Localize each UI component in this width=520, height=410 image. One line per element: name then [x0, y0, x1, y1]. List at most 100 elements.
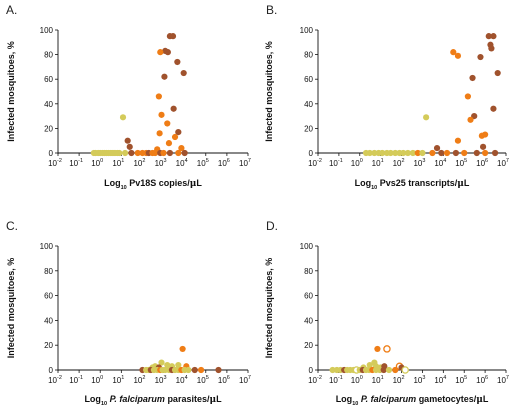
y-axis-title: Infected mosquitoes, %	[6, 258, 16, 359]
x-tick-label: 10-2	[48, 375, 62, 385]
x-tick-label: 103	[413, 375, 425, 385]
x-tick-label: 104	[176, 375, 188, 385]
x-tick-label: 107	[497, 158, 509, 168]
y-axis-title: Infected mosquitoes, %	[264, 258, 274, 359]
data-point	[423, 114, 430, 121]
x-tick-label: 10-2	[308, 158, 322, 168]
data-point	[366, 361, 373, 369]
data-point	[454, 137, 462, 144]
x-tick-label: 100	[91, 158, 103, 168]
data-point	[454, 52, 462, 59]
data-point	[164, 49, 171, 56]
data-point	[490, 105, 497, 112]
x-tick-label: 101	[372, 375, 384, 385]
x-tick-label: 101	[372, 158, 384, 168]
x-tick-label: 102	[393, 158, 405, 168]
x-tick-label: 103	[155, 158, 167, 168]
data-point	[477, 53, 484, 61]
data-point	[461, 149, 468, 157]
data-point	[329, 366, 336, 374]
y-tick-label: 0	[309, 366, 314, 375]
data-point	[387, 149, 394, 157]
x-tick-label: 105	[197, 375, 209, 385]
data-point	[215, 366, 222, 374]
y-tick-label: 60	[44, 292, 53, 301]
y-tick-label: 60	[304, 75, 313, 84]
data-point	[482, 149, 489, 157]
data-point	[158, 359, 165, 366]
x-tick-label: 100	[351, 375, 363, 385]
x-tick-label: 103	[413, 158, 425, 168]
y-tick-label: 80	[44, 267, 53, 276]
y-tick-label: 20	[304, 124, 313, 133]
data-point	[392, 366, 399, 374]
y-tick-label: 0	[49, 366, 54, 375]
x-tick-label: 100	[91, 375, 103, 385]
data-point	[429, 149, 436, 157]
data-point	[174, 58, 181, 66]
panel-letter: D.	[266, 219, 278, 233]
y-tick-label: 40	[304, 316, 313, 325]
y-tick-label: 100	[300, 242, 314, 251]
y-tick-label: 0	[49, 149, 54, 158]
data-point	[164, 120, 171, 127]
x-tick-label: 104	[434, 158, 446, 168]
data-point	[473, 149, 480, 157]
x-tick-label: 105	[455, 375, 467, 385]
x-tick-label: 10-1	[69, 375, 83, 385]
x-tick-label: 10-1	[329, 158, 343, 168]
data-point	[401, 366, 409, 374]
data-point	[385, 366, 393, 374]
x-tick-label: 103	[155, 375, 167, 385]
y-tick-label: 100	[300, 26, 314, 35]
data-point	[433, 144, 441, 152]
x-tick-label: 104	[176, 158, 188, 168]
data-point	[414, 149, 421, 157]
data-point	[379, 149, 386, 157]
data-point	[164, 361, 171, 369]
x-tick-label: 10-1	[69, 158, 83, 168]
x-tick-label: 10-2	[308, 375, 322, 385]
y-axis-title: Infected mosquitoes, %	[264, 41, 274, 142]
y-tick-label: 60	[44, 75, 53, 84]
data-point	[158, 111, 165, 118]
data-point	[175, 128, 182, 136]
data-point	[469, 74, 476, 82]
panel-b: B. 0 20 40 60 80 100 10-2 10-1 100 101 102 103 104 105…	[264, 3, 509, 191]
data-point	[450, 49, 457, 56]
data-point	[116, 149, 123, 157]
data-point	[121, 149, 129, 157]
data-point	[185, 366, 192, 374]
data-point	[479, 143, 487, 150]
data-point	[191, 366, 198, 374]
data-point	[485, 33, 492, 40]
x-axis-title: Log10 Pvs25 transcripts/μL	[355, 178, 470, 191]
x-tick-label: 10-2	[48, 158, 62, 168]
x-tick-label: 106	[218, 375, 230, 385]
data-point	[419, 149, 426, 157]
data-point	[124, 137, 131, 144]
data-point	[392, 149, 399, 157]
data-point	[478, 132, 485, 139]
x-tick-label: 107	[497, 375, 509, 385]
x-tick-label: 106	[476, 375, 488, 385]
data-point	[134, 149, 141, 157]
x-tick-label: 106	[218, 158, 230, 168]
data-point	[128, 149, 135, 157]
x-tick-label: 105	[197, 158, 209, 168]
y-tick-label: 80	[44, 51, 53, 60]
y-tick-label: 80	[304, 267, 313, 276]
y-tick-label: 40	[304, 100, 313, 109]
data-point	[178, 144, 185, 152]
data-point	[197, 366, 205, 374]
data-point	[171, 133, 179, 141]
y-tick-label: 100	[40, 26, 54, 35]
panel-c: C. 0 20 40 60 80 100 10-2 10-1 100 101 102 103 104 105…	[6, 219, 251, 407]
data-point	[166, 149, 174, 157]
panel-letter: A.	[6, 3, 17, 17]
x-tick-label: 101	[112, 375, 124, 385]
data-point	[180, 69, 187, 77]
y-tick-label: 20	[304, 341, 313, 350]
x-tick-label: 102	[133, 375, 145, 385]
data-point	[464, 93, 472, 100]
